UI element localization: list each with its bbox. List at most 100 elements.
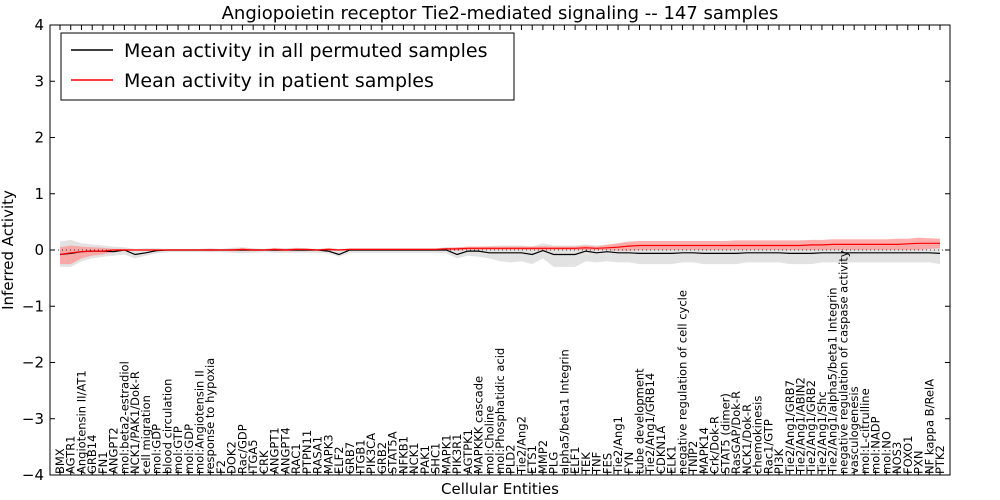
x-tick-label: ETS1 [525, 445, 539, 474]
x-tick-label: Tie2/Ang1 [611, 416, 625, 475]
x-tick-label: Rac/GDP [235, 424, 249, 474]
x-tick-label: NOS3 [890, 442, 904, 474]
x-tick-label: PXN [912, 451, 926, 474]
y-tick-label: 4 [34, 16, 44, 34]
x-tick-label: mol:NADP [869, 416, 883, 474]
legend: Mean activity in all permuted samples Me… [60, 32, 515, 101]
x-tick-label: Tie2/Ang1/GRB2 [804, 380, 818, 475]
y-tick-label: 2 [34, 129, 44, 147]
x-tick-label: ANGPT2 [107, 427, 121, 474]
x-tick-label: NCK1/Dok-R [740, 404, 754, 474]
x-tick-label: mol:L-citrulline [858, 388, 872, 474]
x-tick-label: MAPK1 [439, 434, 453, 474]
x-tick-label: BMX [53, 448, 67, 474]
x-tick-label: ITGA5 [246, 439, 260, 474]
x-tick-label: mol:NO [879, 431, 893, 474]
x-tick-label: Tie2/Ang1/GRB14 [643, 373, 657, 475]
chart-title: Angiopoietin receptor Tie2-mediated sign… [222, 3, 779, 24]
y-tick-label: 1 [34, 185, 44, 203]
x-tick-label: mol:Angiotensin II [193, 370, 207, 474]
x-tick-label: NCK1 [407, 443, 421, 475]
x-tick-label: DOK2 [225, 441, 239, 474]
y-tick-label: 3 [34, 72, 44, 90]
x-tick-label: ELF1 [568, 446, 582, 474]
x-tick-label: mol:beta2-estradiol [117, 361, 131, 474]
x-tick-label: MMP2 [536, 440, 550, 474]
x-tick-label: MAPK14 [697, 427, 711, 474]
x-tick-label: F2 [214, 460, 228, 474]
series-line-patient [59, 242, 940, 256]
x-tick-label: FOXO1 [901, 436, 915, 474]
legend-label-patient: Mean activity in patient samples [124, 70, 434, 92]
x-tick-label: FES [600, 453, 614, 474]
x-tick-label: negative regulation of cell cycle [675, 290, 689, 474]
x-tick-label: mol:Choline [482, 406, 496, 474]
x-tick-label: ELK1 [665, 445, 679, 474]
legend-box [60, 32, 515, 101]
x-tick-label: mol:GDP [150, 424, 164, 474]
x-tick-label: NF kappa B/RelA [922, 379, 936, 474]
x-tick-label: PTK2 [933, 445, 947, 474]
x-tick-label: Tie2/Ang2 [515, 416, 529, 475]
x-tick-label: Crk/Dok-R [708, 416, 722, 474]
x-tick-label: vasculogenesis [847, 386, 861, 474]
x-tick-label: MAPKKK cascade [472, 376, 486, 474]
x-tick-label: MAPK3 [321, 434, 335, 474]
x-tick-label: GRB14 [85, 435, 99, 474]
x-tick-label: Tie2/Ang1/Shc [815, 391, 829, 475]
legend-label-permuted: Mean activity in all permuted samples [124, 40, 487, 62]
x-tick-label: AGTPK1 [461, 429, 475, 474]
y-tick-label: −4 [22, 466, 44, 484]
x-tick-label: mol:GDP [182, 424, 196, 474]
x-tick-label: FN1 [96, 451, 110, 474]
x-tick-label: tube development [633, 368, 647, 474]
x-tick-label: CRK [257, 450, 271, 474]
x-axis-label: Cellular Entities [441, 480, 559, 498]
y-tick-label: 0 [34, 241, 44, 259]
x-tick-label: negative regulation of caspase activity [836, 250, 850, 474]
y-axis-label: Inferred Activity [0, 190, 17, 310]
y-tick-label: −3 [22, 410, 44, 428]
x-tick-label: blood circulation [160, 379, 174, 474]
x-tick-label: AGTR1 [64, 436, 78, 475]
x-tick-label: PAK1 [418, 445, 432, 474]
x-tick-label: TNF [590, 452, 604, 475]
band-patient-samples [60, 237, 940, 265]
x-tick-label: TNIP2 [686, 441, 700, 475]
x-tick-label: NFKB1 [396, 436, 410, 474]
x-tick-label: STAT5 (dimer) [718, 393, 732, 474]
x-tick-label: FYN [622, 452, 636, 474]
x-tick-label: Rac1/GTP [761, 419, 775, 474]
x-tick-label: SHC1 [429, 443, 443, 474]
x-tick-label: ITGB1 [354, 439, 368, 474]
x-tick-label: PI3K [772, 448, 786, 474]
x-tick-label: mol:GTP [171, 426, 185, 474]
x-tick-label: RasGAP/Dok-R [729, 391, 743, 474]
x-tick-label: PTPN11 [300, 430, 314, 474]
x-tick-label: GRB7 [343, 442, 357, 474]
x-tick-label: ANGPT4 [278, 427, 292, 474]
x-tick-label: PLG [547, 452, 561, 474]
x-tick-label: TEK [579, 452, 593, 475]
x-tick-label: GRB2 [375, 442, 389, 474]
x-tick-label: PLD2 [504, 444, 518, 474]
x-tick-label: RASA1 [311, 436, 325, 474]
x-tick-label: response to hypoxia [203, 358, 217, 474]
x-tick-label: Tie2/Ang1/alpha5/beta1 Integrin [826, 287, 840, 475]
x-tick-label: Tie2/Ang1/GRB7 [783, 380, 797, 475]
x-tick-label: PIK3CA [364, 433, 378, 474]
x-tick-label: NCK1/PAK1/Dok-R [128, 371, 142, 474]
x-tick-label: chemokinesis [751, 396, 765, 474]
x-tick-label: mol:Phosphatidic acid [493, 348, 507, 474]
x-tick-label: Angiotensin II/AT1 [75, 370, 89, 474]
x-tick-label: RAC1 [289, 443, 303, 474]
x-tick-label: cell migration [139, 395, 153, 474]
x-tick-label: STAT5A [386, 431, 400, 474]
x-tick-label: Tie2/Ang1/ABIN2 [794, 377, 808, 475]
x-tick-label: ELF2 [332, 446, 346, 474]
x-tick-label: ANGPT1 [268, 427, 282, 474]
y-tick-label: −2 [22, 354, 44, 372]
x-tick-label: CDKN1A [654, 426, 668, 474]
